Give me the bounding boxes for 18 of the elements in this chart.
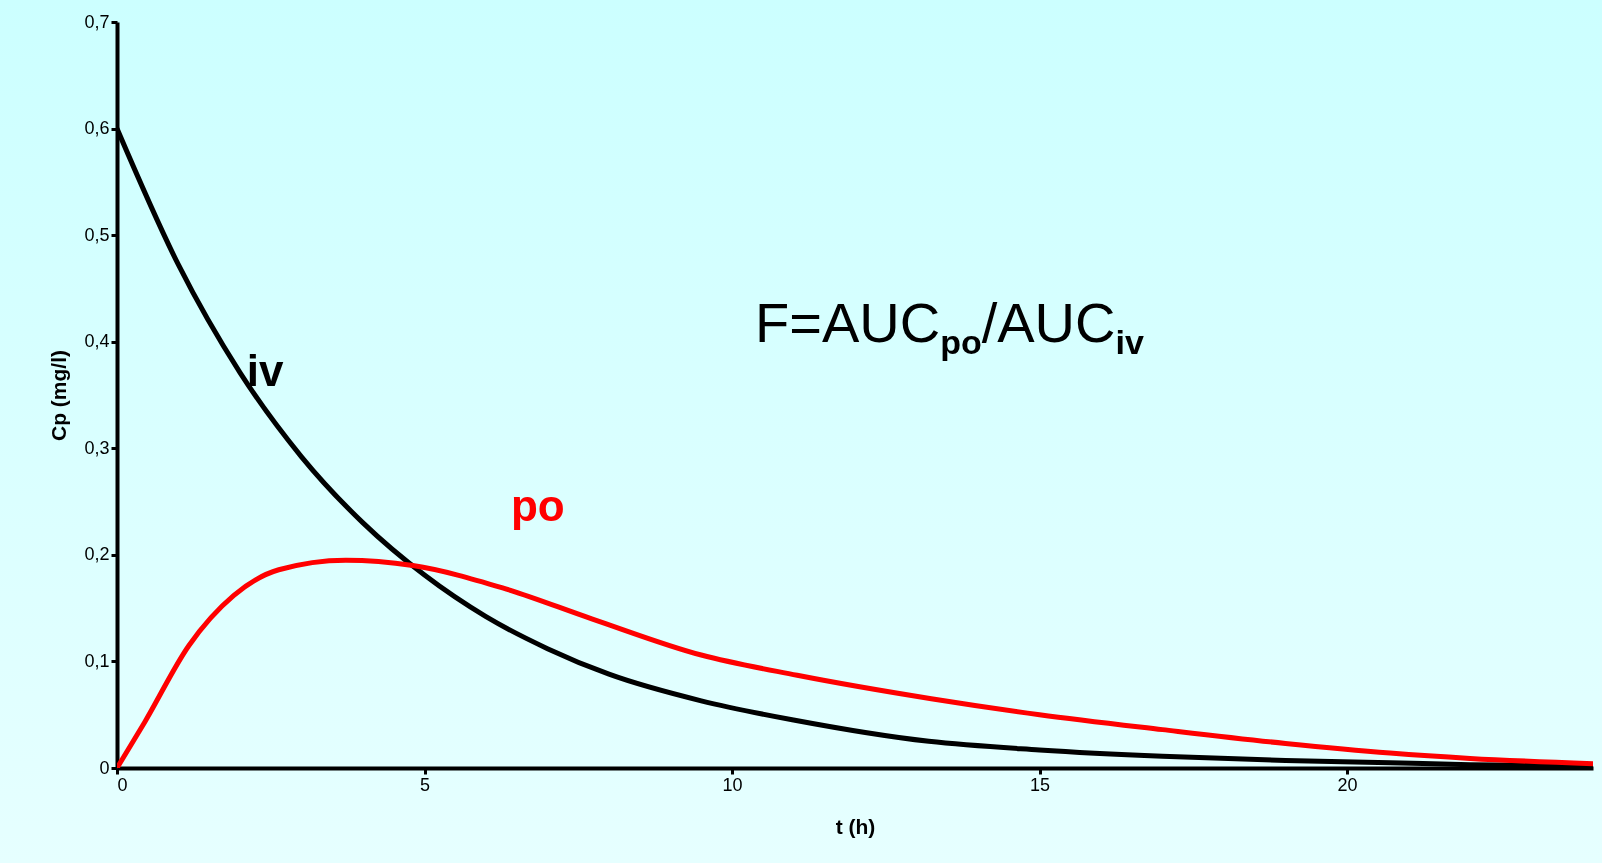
x-tick-label: 20 [1337,774,1358,795]
y-tick-label: 0,5 [84,224,110,245]
x-tick-label: 5 [419,774,431,795]
y-tick-label: 0 [99,757,110,778]
x-axis-title: t (h) [835,814,876,838]
series-label: po [510,480,565,530]
y-tick-label: 0,4 [84,331,110,352]
x-tick-label: 15 [1029,774,1051,795]
y-tick-label: 0,1 [84,650,110,671]
y-tick-label: 0,7 [84,11,110,32]
x-tick-label: 10 [722,774,743,795]
y-tick-label: 0,2 [84,544,110,565]
y-tick-label: 0,6 [84,118,110,139]
y-tick-label: 0,3 [84,437,110,458]
x-tick-label: 0 [117,774,128,795]
y-axis-title: Cp (mg/l) [47,350,71,441]
annotation: F=AUC$_{po}$/AUC$_{iv}$ [755,290,1144,363]
series-label: iv [246,345,284,395]
